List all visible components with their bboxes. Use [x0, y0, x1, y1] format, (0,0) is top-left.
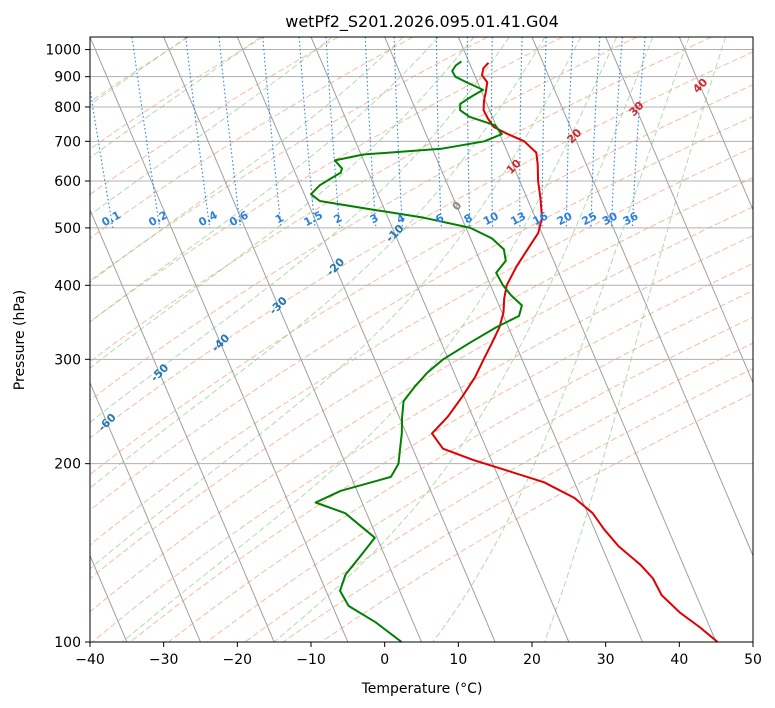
dry-adiabat — [90, 37, 190, 103]
isotherms — [90, 37, 753, 642]
mixing-ratio-line — [131, 37, 161, 228]
mixing-ratio-line — [185, 37, 211, 228]
isotherm — [605, 37, 753, 384]
isotherm — [457, 37, 717, 642]
mixing-ratio-label: 13 — [508, 209, 528, 228]
x-axis-label: Temperature (°C) — [361, 681, 483, 697]
y-tick-label: 1000 — [45, 43, 81, 59]
y-axis-label: Pressure (hPa) — [12, 290, 28, 390]
dry-adiabat — [90, 37, 563, 323]
sounding-profiles — [310, 60, 719, 642]
x-tick-label: −40 — [75, 652, 105, 668]
pressure-gridlines — [90, 49, 753, 642]
isotherm — [310, 37, 570, 642]
mixing-ratio-label: 20 — [555, 209, 575, 228]
plot-frame — [89, 36, 754, 643]
dry-adiabat — [90, 206, 753, 613]
dewpoint-profile — [310, 60, 523, 642]
y-tick-label: 800 — [54, 100, 81, 116]
chart-title: wetPf2_S201.2026.095.01.41.G04 — [285, 12, 559, 32]
moist-adiabat — [273, 37, 654, 642]
dry-adiabat — [90, 84, 753, 476]
y-axis-ticks: 100 200 300 400 500 600 700 800 900 1000 — [45, 43, 90, 651]
y-tick-label: 500 — [54, 221, 81, 237]
dry-adiabat — [206, 316, 753, 642]
dry-adiabat — [90, 116, 753, 511]
mixing-ratio-label: 25 — [580, 209, 600, 228]
mixing-ratio-label: 10 — [481, 209, 501, 228]
y-tick-label: 400 — [54, 278, 81, 294]
mixing-ratio-line — [262, 37, 282, 228]
moist-adiabat — [90, 37, 510, 424]
mixing-ratio-lines — [90, 37, 646, 228]
y-tick-label: 200 — [54, 457, 81, 473]
isotherm — [678, 37, 753, 212]
temperature-profile — [431, 62, 719, 642]
y-tick-label: 600 — [54, 174, 81, 190]
moist-adiabat — [121, 37, 618, 642]
moist-adiabat — [90, 37, 333, 216]
moist-adiabat — [90, 37, 582, 570]
mixing-ratio-line — [90, 85, 114, 228]
dry-adiabat — [90, 37, 339, 196]
y-tick-label: 100 — [54, 635, 81, 651]
y-tick-label: 300 — [54, 352, 81, 368]
moist-adiabat — [432, 37, 690, 642]
dry-adiabat — [90, 51, 753, 439]
isotherm — [163, 37, 422, 642]
x-tick-label: 0 — [380, 652, 389, 668]
dry-adiabat — [90, 37, 638, 363]
x-tick-label: 10 — [449, 652, 467, 668]
dry-adiabat — [130, 262, 753, 642]
y-tick-label: 700 — [54, 134, 81, 150]
dry-adiabats — [90, 37, 753, 642]
x-tick-label: −10 — [296, 652, 326, 668]
dry-adiabat — [90, 37, 488, 282]
x-tick-label: −30 — [149, 652, 179, 668]
isotherm — [90, 381, 201, 642]
moist-adiabat — [90, 37, 261, 159]
dry-adiabat — [282, 367, 753, 642]
isotherm — [236, 37, 496, 642]
x-tick-label: 20 — [523, 652, 541, 668]
x-tick-label: 40 — [670, 652, 688, 668]
y-tick-label: 900 — [54, 70, 81, 86]
mixing-ratio-label: 36 — [621, 209, 641, 228]
moist-adiabat — [90, 37, 475, 369]
isotherm — [90, 37, 349, 642]
isotherm — [90, 208, 275, 642]
mixing-ratio-line — [218, 37, 242, 228]
x-axis-ticks: −40 −30 −20 −10 0 10 20 30 40 50 — [75, 642, 762, 668]
moist-adiabat — [90, 37, 404, 283]
mixing-ratio-line — [631, 37, 646, 228]
x-tick-label: 30 — [597, 652, 615, 668]
moist-adiabats — [90, 37, 727, 642]
x-tick-label: 50 — [744, 652, 762, 668]
isotherm — [531, 37, 753, 557]
moist-adiabat — [90, 37, 188, 106]
dry-adiabat — [90, 146, 753, 546]
x-tick-label: −20 — [223, 652, 253, 668]
mixing-ratio-label: 16 — [531, 209, 551, 228]
moist-adiabat — [90, 37, 546, 489]
mixing-ratio-label: 30 — [600, 209, 620, 228]
mixing-ratio-line — [298, 37, 316, 228]
moist-adiabat — [90, 37, 439, 323]
isotherm — [384, 37, 643, 642]
